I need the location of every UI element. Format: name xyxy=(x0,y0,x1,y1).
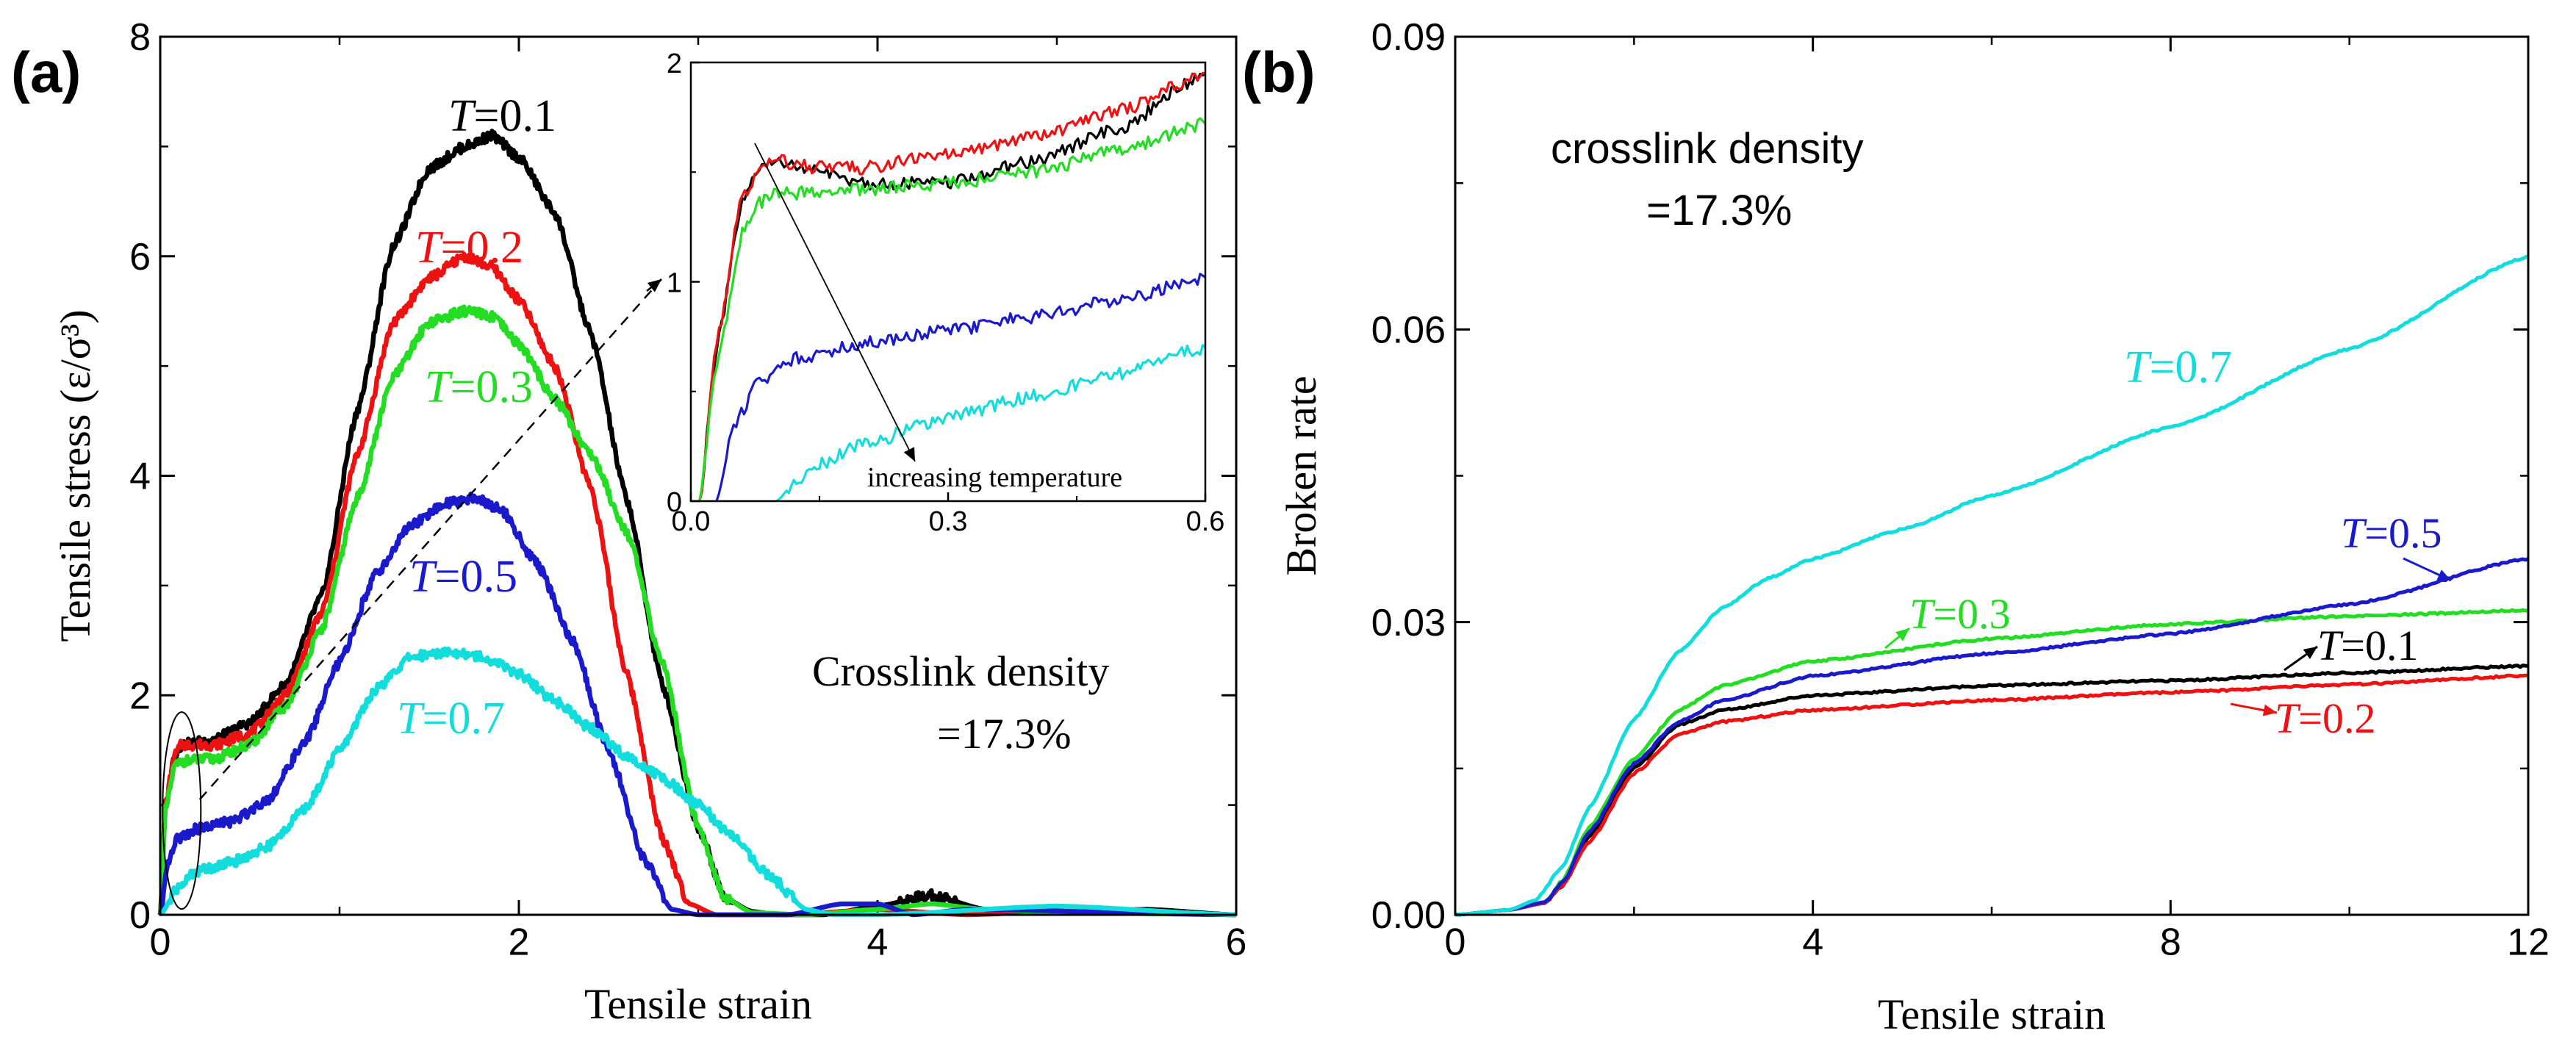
zoom-guide-dashed-line xyxy=(198,278,662,800)
inset-x-tick-label: 0.0 xyxy=(672,506,711,537)
series-label-T-05-value: =0.5 xyxy=(434,552,517,602)
panel-b-x-axis-title: Tensile strain xyxy=(1878,990,2106,1038)
panel-b-y-tick-label: 0.06 xyxy=(1371,309,1446,352)
series-label-T-05-var: T xyxy=(409,552,438,602)
series-label-b-T-05-value: =0.5 xyxy=(2364,509,2442,557)
series-label-b-T-05-var: T xyxy=(2341,509,2367,557)
series-label-b-T-03-value: =0.3 xyxy=(1933,590,2010,638)
series-label-b-T-03: T=0.3 xyxy=(1909,590,2010,638)
inset-x-tick-label: 0.3 xyxy=(929,506,968,537)
series-label-T-02-var: T xyxy=(415,223,444,273)
series-line-b-T-01 xyxy=(1454,664,2529,917)
panel-b-x-tick-label: 8 xyxy=(2160,921,2181,964)
series-arrow-b-T-01-head xyxy=(2303,647,2317,659)
zoom-guide-arrow-head xyxy=(647,279,661,292)
series-label-b-T-07-value: =0.7 xyxy=(2149,342,2231,392)
panel-a-annotation-line1: Crosslink density xyxy=(812,647,1109,695)
series-label-T-02-value: =0.2 xyxy=(440,223,523,273)
panel-b: 0 4 8 120.000.030.060.09T=0.7T=0.5T=0.3T=0.… xyxy=(1242,16,2550,1038)
inset: 0.0 0.3 0.6 0 1 2 increasing temperature xyxy=(667,48,1225,537)
series-label-T-01: T=0.1 xyxy=(448,91,556,141)
panel-a-y-tick-label: 6 xyxy=(129,236,151,278)
series-label-T-07-var: T xyxy=(397,694,426,744)
series-label-T-02: T=0.2 xyxy=(415,223,523,273)
panel-b-y-tick-label: 0.09 xyxy=(1371,16,1446,59)
series-label-b-T-03-var: T xyxy=(1909,590,1936,638)
series-label-b-T-02-var: T xyxy=(2275,694,2301,742)
panel-b-y-axis-title: Broken rate xyxy=(1277,375,1325,575)
inset-series-line-T-07 xyxy=(775,344,1207,503)
series-line-b-T-03 xyxy=(1454,608,2529,917)
panel-a-x-axis-title: Tensile strain xyxy=(584,980,812,1028)
series-label-b-T-02: T=0.2 xyxy=(2275,694,2375,742)
panel-a-y-tick-label: 8 xyxy=(129,16,151,59)
panel-b-label: (b) xyxy=(1242,40,1316,104)
inset-y-tick-label: 2 xyxy=(667,48,682,79)
series-label-T-01-var: T xyxy=(448,91,477,141)
inset-series-line-T-05 xyxy=(715,273,1206,502)
series-label-T-07: T=0.7 xyxy=(397,694,505,744)
panel-a-y-axis-title: Tensile stress (ε/σ³) xyxy=(51,309,99,641)
panel-b-x-tick-label: 12 xyxy=(2507,921,2550,964)
series-label-T-01-value: =0.1 xyxy=(473,91,556,141)
inset-temperature-arrow-head xyxy=(903,447,915,461)
series-label-T-07-value: =0.7 xyxy=(422,694,504,744)
series-arrow-b-T-05-head xyxy=(2436,569,2451,580)
series-line-T-07 xyxy=(158,646,1238,918)
series-label-b-T-01-var: T xyxy=(2317,622,2344,669)
panel-a-x-tick-label: 0 xyxy=(150,921,171,964)
panel-b-x-tick-label: 0 xyxy=(1445,921,1466,964)
inset-series-line-T-02 xyxy=(698,71,1206,502)
series-arrow-b-T-03-head xyxy=(1895,628,1909,641)
series-line-b-T-05 xyxy=(1454,557,2530,917)
inset-series-line-T-03 xyxy=(698,117,1207,502)
zoom-region-ellipse xyxy=(162,711,202,910)
series-label-b-T-05: T=0.5 xyxy=(2341,509,2442,557)
panel-b-x-tick-label: 4 xyxy=(1802,921,1823,964)
panel-a-y-tick-label: 4 xyxy=(129,456,151,498)
inset-series-line-T-01 xyxy=(698,72,1206,502)
series-label-b-T-02-value: =0.2 xyxy=(2298,694,2375,742)
series-arrow-b-T-02-head xyxy=(2262,704,2277,716)
series-label-b-T-07: T=0.7 xyxy=(2124,342,2232,392)
panel-a-label: (a) xyxy=(11,40,81,104)
series-line-b-T-07 xyxy=(1454,254,2529,917)
inset-x-tick-label: 0.6 xyxy=(1186,506,1225,537)
inset-background xyxy=(691,62,1205,501)
panel-b-y-tick-label: 0.03 xyxy=(1371,602,1446,644)
panel-b-annotation-line2: =17.3% xyxy=(1646,187,1792,234)
series-label-T-03-value: =0.3 xyxy=(450,362,532,412)
series-label-b-T-07-var: T xyxy=(2124,342,2153,392)
panel-a-y-tick-label: 0 xyxy=(129,894,151,937)
series-line-b-T-02 xyxy=(1454,673,2529,917)
inset-y-tick-label: 0 xyxy=(667,487,682,518)
panel-a: 0 2 4 602468T=0.1T=0.2T=0.3T=0.5T=0.7Tensil… xyxy=(11,16,1246,1028)
series-label-b-T-01-value: =0.1 xyxy=(2341,622,2418,669)
inset-y-tick-label: 1 xyxy=(667,268,682,299)
panel-a-x-tick-label: 6 xyxy=(1226,921,1247,964)
panel-a-x-tick-label: 2 xyxy=(509,921,530,964)
series-line-T-05 xyxy=(157,492,1238,918)
panel-a-x-tick-label: 4 xyxy=(867,921,889,964)
series-label-T-03: T=0.3 xyxy=(425,362,533,412)
inset-temperature-arrow-shaft xyxy=(754,143,916,462)
panel-a-frame xyxy=(159,35,1238,916)
panel-a-y-tick-label: 2 xyxy=(129,675,151,717)
panel-b-frame xyxy=(1454,35,2530,916)
series-label-T-05: T=0.5 xyxy=(409,552,517,602)
series-label-b-T-01: T=0.1 xyxy=(2317,622,2418,669)
series-label-T-03-var: T xyxy=(425,362,453,412)
panel-b-annotation-line1: crosslink density xyxy=(1551,125,1863,173)
inset-annotation: increasing temperature xyxy=(867,462,1122,493)
panel-a-annotation-line2: =17.3% xyxy=(937,710,1072,758)
panel-b-y-tick-label: 0.00 xyxy=(1371,894,1446,937)
